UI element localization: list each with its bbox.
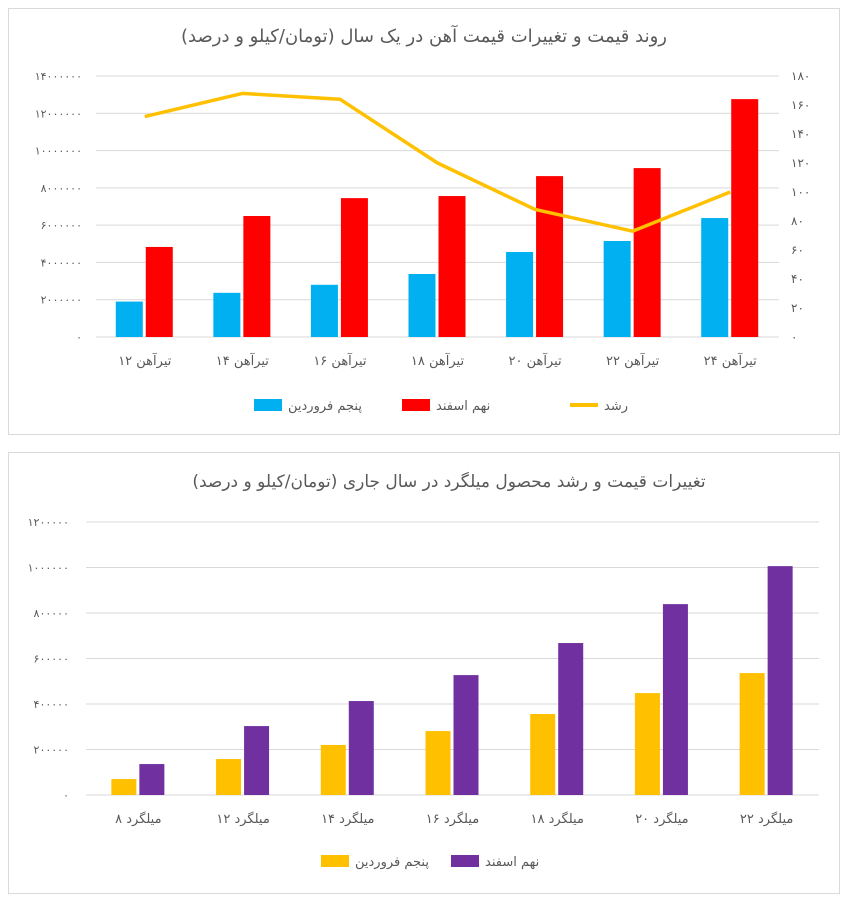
legend-label: نهم اسفند [485, 855, 539, 870]
x-tick-label: تیرآهن ۱۲ [118, 352, 172, 369]
bar-farvardin [530, 714, 556, 795]
x-tick-label: میلگرد ۸ [115, 811, 161, 827]
bar-farvardin [425, 731, 451, 795]
bar-esfand [243, 216, 271, 337]
bar-esfand [145, 246, 173, 337]
chart-title: روند قیمت و تغییرات قیمت آهن در یک سال (… [181, 24, 667, 47]
bar-esfand [453, 675, 479, 795]
y2-tick-label: ۴۰ [791, 272, 804, 286]
bar-esfand [767, 566, 793, 795]
legend-label: نهم اسفند [436, 399, 490, 414]
bar-farvardin [310, 284, 338, 337]
legend-line-swatch [570, 403, 598, 407]
y-tick-label: ۱۲۰۰۰۰۰۰ [35, 107, 82, 120]
legend-label: پنجم فروردین [355, 855, 429, 870]
bar-farvardin [111, 779, 137, 795]
bar-esfand [662, 604, 688, 795]
y-tick-label: ۱۰۰۰۰۰۰۰ [35, 145, 82, 158]
rebar-price-chart-svg: تغییرات قیمت و رشد محصول میلگرد در سال ج… [28, 471, 819, 870]
y2-tick-label: ۱۶۰ [791, 98, 810, 112]
bar-farvardin [603, 240, 631, 337]
legend-swatch [321, 855, 349, 867]
y-tick-label: ۶۰۰۰۰۰ [34, 653, 69, 666]
x-tick-label: میلگرد ۱۶ [426, 811, 479, 827]
y-tick-label: ۶۰۰۰۰۰۰ [41, 219, 82, 232]
x-tick-label: تیرآهن ۱۶ [313, 352, 367, 369]
x-tick-label: تیرآهن ۱۸ [411, 352, 465, 369]
x-tick-label: تیرآهن ۲۴ [704, 352, 758, 369]
bar-esfand [340, 198, 368, 337]
bar-esfand [244, 726, 270, 795]
y-tick-label: ۲۰۰۰۰۰ [34, 744, 69, 757]
bar-farvardin [739, 673, 765, 795]
y-tick-label: ۱۴۰۰۰۰۰۰ [35, 70, 82, 83]
y-tick-label: ۱۲۰۰۰۰۰ [28, 516, 69, 529]
x-tick-label: میلگرد ۱۴ [321, 811, 374, 827]
x-tick-label: تیرآهن ۲۲ [606, 352, 660, 369]
y-tick-label: ۰ [63, 789, 69, 802]
legend-label: رشد [604, 399, 628, 414]
y-tick-label: ۴۰۰۰۰۰ [34, 698, 69, 711]
y2-tick-label: ۰ [791, 330, 797, 344]
y2-tick-label: ۲۰ [791, 301, 804, 315]
y2-tick-label: ۶۰ [791, 243, 804, 257]
x-tick-label: میلگرد ۲۰ [635, 811, 688, 827]
legend-swatch [254, 399, 282, 411]
x-tick-label: تیرآهن ۱۴ [216, 352, 270, 369]
legend-label: پنجم فروردین [288, 399, 362, 414]
bar-esfand [139, 764, 165, 795]
iron-price-chart-svg: روند قیمت و تغییرات قیمت آهن در یک سال (… [35, 24, 811, 414]
bar-farvardin [216, 759, 242, 795]
y-tick-label: ۸۰۰۰۰۰ [34, 607, 69, 620]
bar-esfand [536, 176, 564, 337]
bar-farvardin [634, 693, 660, 795]
y2-tick-label: ۱۴۰ [791, 127, 810, 141]
bar-esfand [633, 168, 661, 337]
chart-title: تغییرات قیمت و رشد محصول میلگرد در سال ج… [192, 471, 706, 492]
y-tick-label: ۴۰۰۰۰۰۰ [41, 256, 82, 269]
x-tick-label: تیرآهن ۲۰ [508, 352, 562, 369]
y-tick-label: ۰ [76, 331, 82, 344]
y-tick-label: ۸۰۰۰۰۰۰ [41, 182, 82, 195]
bar-esfand [558, 643, 584, 795]
bar-farvardin [320, 744, 346, 795]
y2-tick-label: ۱۰۰ [791, 185, 810, 199]
bar-esfand [438, 196, 466, 337]
y-tick-label: ۱۰۰۰۰۰۰ [28, 562, 69, 575]
legend-swatch [402, 399, 430, 411]
y2-tick-label: ۱۸۰ [791, 69, 810, 83]
rebar-price-chart: تغییرات قیمت و رشد محصول میلگرد در سال ج… [8, 452, 840, 894]
y2-tick-label: ۱۲۰ [791, 156, 810, 170]
iron-price-chart: روند قیمت و تغییرات قیمت آهن در یک سال (… [8, 8, 840, 435]
y2-tick-label: ۸۰ [791, 214, 804, 228]
x-tick-label: میلگرد ۲۲ [740, 811, 793, 827]
bar-farvardin [213, 292, 241, 337]
legend-swatch [451, 855, 479, 867]
y-tick-label: ۲۰۰۰۰۰۰ [41, 294, 82, 307]
bar-esfand [731, 99, 759, 337]
bar-farvardin [115, 301, 143, 337]
bar-farvardin [701, 218, 729, 337]
bar-farvardin [408, 273, 436, 337]
bar-farvardin [506, 251, 534, 337]
x-tick-label: میلگرد ۱۸ [530, 811, 583, 827]
x-tick-label: میلگرد ۱۲ [216, 811, 269, 827]
bar-esfand [348, 701, 374, 795]
